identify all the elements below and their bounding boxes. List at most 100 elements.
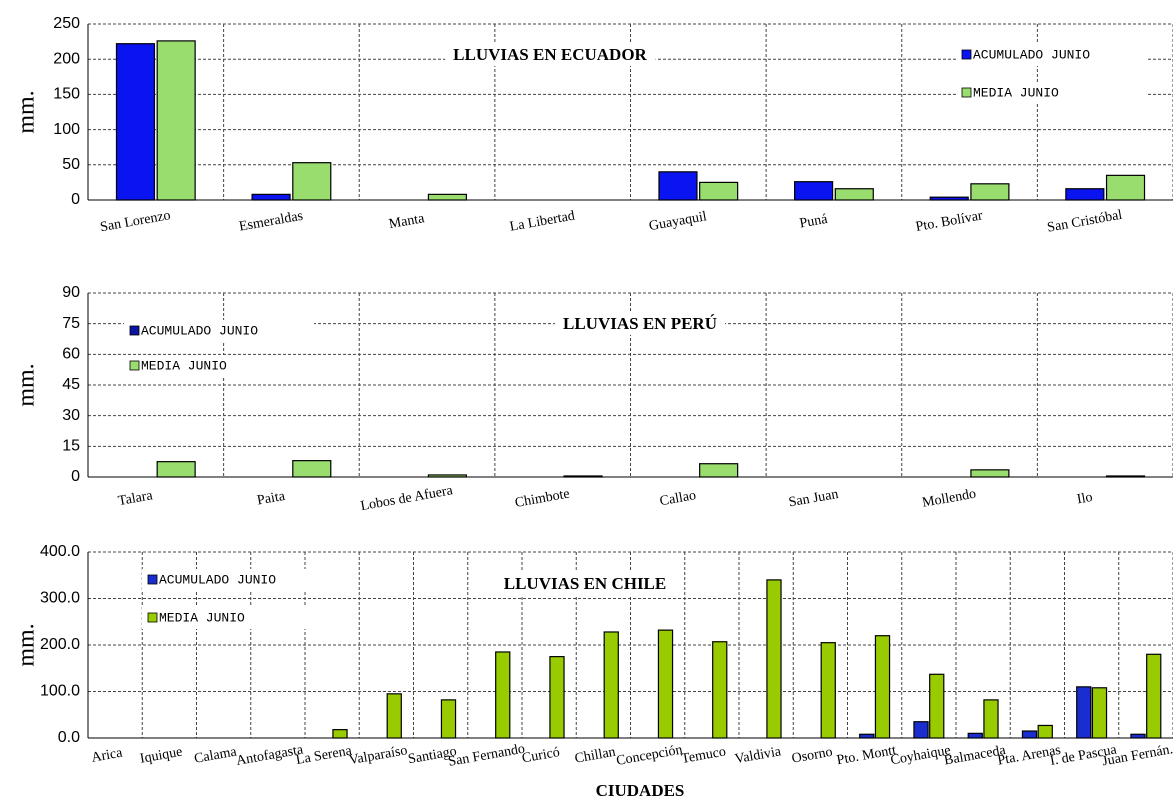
x-tick-label: Concepción [615, 743, 683, 769]
bar [794, 181, 834, 201]
legend-background [124, 355, 314, 377]
y-tick-label: 200.0 [40, 636, 80, 653]
legend-background [956, 44, 1146, 66]
bar [1091, 687, 1108, 739]
legend-label: ACUMULADO JUNIO [141, 323, 258, 338]
bar [427, 193, 467, 201]
y-tick-label: 90 [62, 284, 80, 301]
legend-label: MEDIA JUNIO [159, 610, 245, 625]
y-tick-label: 30 [62, 407, 80, 424]
x-tick-label: La Serena [295, 743, 354, 768]
bar [386, 693, 402, 739]
bar [603, 631, 619, 739]
bar [970, 183, 1010, 201]
title-background [495, 571, 675, 595]
bar [1105, 475, 1146, 478]
bar [658, 171, 698, 201]
y-tick-label: 45 [62, 376, 80, 393]
x-tick-label: Esmeraldas [238, 209, 304, 235]
y-tick-label: 400.0 [40, 543, 80, 560]
legend-background [142, 607, 332, 629]
y-axis-label: mm. [14, 623, 40, 666]
legend-swatch [129, 360, 140, 371]
y-tick-label: 100.0 [40, 683, 80, 700]
bar [834, 188, 874, 201]
bar [913, 721, 929, 739]
bar [1037, 724, 1053, 739]
bar [332, 729, 348, 739]
x-tick-label: Calama [193, 744, 238, 766]
bar [1105, 174, 1146, 201]
x-axis-label: CIUDADES [596, 781, 685, 800]
y-tick-label: 200 [53, 50, 80, 67]
chart-title: LLUVIAS EN ECUADOR [453, 45, 647, 64]
bar [983, 699, 999, 739]
bar [251, 193, 291, 201]
chart: 0 50 100 150 200 250 LLUVIAS EN ECUADOR mm. ACUM… [14, 15, 1173, 236]
legend-background [142, 569, 332, 591]
y-tick-label: 100 [53, 121, 80, 138]
legend-label: MEDIA JUNIO [973, 85, 1059, 100]
x-tick-label: Chillan [574, 745, 617, 767]
x-tick-label: San Lorenzo [99, 208, 172, 235]
x-tick-label: Puná [798, 212, 829, 232]
bar [699, 463, 739, 478]
bar [427, 474, 467, 478]
legend-label: ACUMULADO JUNIO [973, 47, 1090, 62]
x-tick-label: La Libertad [509, 209, 576, 235]
y-tick-label: 0 [71, 468, 80, 485]
bar [970, 469, 1010, 478]
bar [292, 460, 332, 478]
x-tick-label: Valdivia [734, 744, 783, 767]
title-background [445, 42, 656, 66]
y-tick-label: 50 [62, 156, 80, 173]
chart-title: LLUVIAS EN PERÚ [563, 314, 717, 333]
x-tick-label: Lobos de Afuera [359, 483, 454, 514]
legend-swatch [961, 49, 972, 60]
bar [1021, 730, 1038, 739]
bar [820, 642, 836, 739]
x-tick-label: Arica [90, 746, 124, 766]
chart-title: LLUVIAS EN CHILE [504, 574, 667, 593]
x-tick-label: Iquique [139, 745, 184, 767]
chart: 0 15 30 45 60 75 90 LLUVIAS EN PERÚ mm. ACUMULADO… [14, 284, 1173, 514]
bar [699, 181, 739, 201]
bar [1130, 733, 1146, 739]
bar [967, 732, 983, 739]
bar [156, 40, 196, 201]
bar [1065, 188, 1105, 201]
x-tick-label: Guayaquil [648, 209, 708, 234]
legend-swatch [147, 612, 158, 623]
bar [563, 475, 603, 478]
y-tick-label: 0 [71, 191, 80, 208]
x-tick-label: Curicó [521, 745, 561, 766]
bar [766, 579, 782, 739]
x-tick-label: Callao [659, 488, 698, 509]
x-tick-label: Chimbote [514, 487, 571, 511]
x-tick-label: San Juan [788, 487, 840, 510]
bar [874, 635, 891, 739]
x-tick-label: Mollendo [921, 487, 977, 511]
y-axis-label: mm. [14, 90, 40, 133]
bar [859, 733, 875, 739]
bar [657, 629, 674, 739]
legend-label: ACUMULADO JUNIO [159, 572, 276, 587]
legend-swatch [961, 87, 972, 98]
x-tick-label: Osorno [791, 745, 834, 767]
x-tick-label: Talara [117, 488, 155, 509]
x-tick-label: Manta [388, 211, 427, 232]
y-tick-label: 60 [62, 346, 80, 363]
bar [115, 43, 156, 201]
y-axis-label: mm. [14, 363, 40, 406]
x-tick-label: Valparaíso [348, 743, 409, 768]
y-tick-label: 15 [62, 438, 80, 455]
x-tick-label: Temuco [680, 744, 727, 767]
x-tick-label: San Fernando [447, 742, 526, 770]
bar [712, 641, 728, 739]
legend-label: MEDIA JUNIO [141, 358, 227, 373]
y-tick-label: 250 [53, 15, 80, 32]
x-tick-label: San Cristóbal [1046, 208, 1123, 236]
bar [156, 461, 196, 478]
x-tick-label: Pto. Montt [836, 743, 898, 768]
